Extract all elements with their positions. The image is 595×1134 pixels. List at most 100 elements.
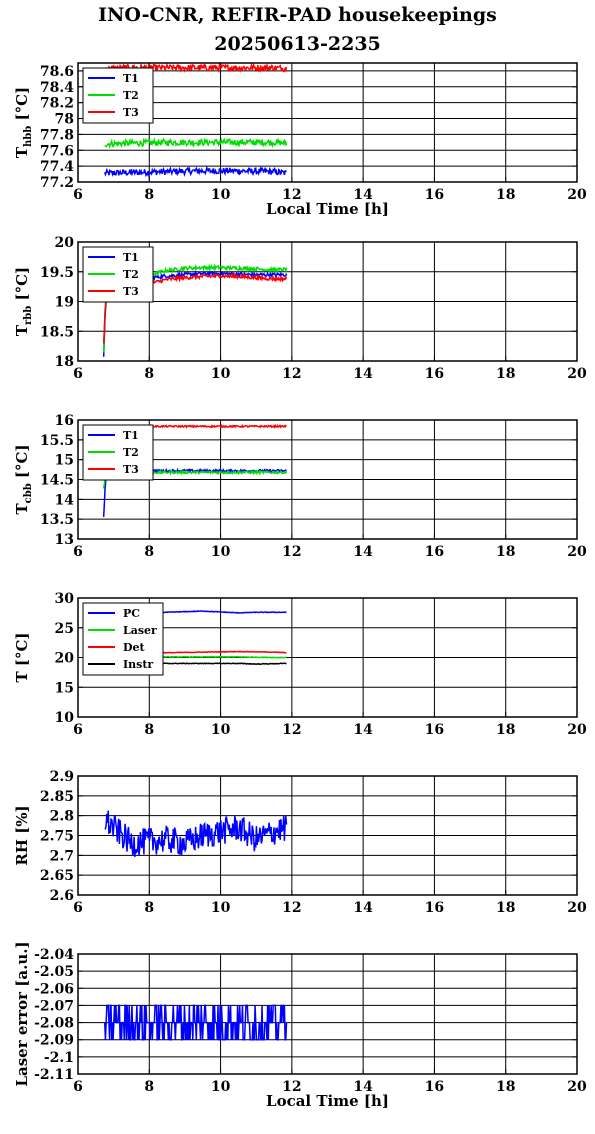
y-tick-label: 14.5	[40, 473, 74, 489]
y-axis-label: Laser error [a.u.]	[13, 941, 31, 1086]
series-line-data	[104, 810, 288, 857]
x-tick-label: 14	[353, 187, 373, 203]
legend-label-t2: T2	[123, 446, 139, 459]
chart-title: INO-CNR, REFIR-PAD housekeepings	[98, 4, 497, 26]
y-tick-label: -2.11	[34, 1067, 74, 1083]
y-tick-label: 2.85	[40, 789, 74, 805]
legend: T1 T2 T3	[82, 424, 154, 481]
legend-label-t2: T2	[123, 89, 139, 102]
x-tick-label: 20	[567, 366, 587, 382]
legend-label-t1: T1	[123, 251, 139, 264]
x-tick-label: 8	[144, 722, 154, 738]
y-tick-label: 78.4	[40, 80, 74, 96]
legend-label-det: Det	[123, 641, 146, 654]
y-tick-label: 2.65	[40, 868, 74, 884]
y-tick-label: -2.1	[44, 1050, 74, 1066]
legend-label-t3: T3	[123, 285, 139, 298]
x-tick-label: 8	[144, 900, 154, 916]
series-line-t1	[104, 165, 287, 179]
x-tick-label: 20	[567, 544, 587, 560]
legend: T1 T2 T3	[82, 67, 154, 124]
x-tick-label: 8	[144, 366, 154, 382]
y-tick-label: 77.2	[40, 175, 74, 191]
x-tick-label: 12	[282, 544, 301, 560]
x-tick-label: 18	[496, 187, 515, 203]
y-tick-label: 77.6	[40, 143, 74, 159]
x-tick-label: 6	[73, 1079, 83, 1095]
legend-label-t2: T2	[123, 268, 139, 281]
y-tick-label: 20	[55, 651, 75, 667]
x-tick-label: 10	[211, 187, 231, 203]
x-tick-label: 16	[425, 544, 444, 560]
x-tick-label: 18	[496, 722, 515, 738]
x-tick-label: 8	[144, 1079, 154, 1095]
x-tick-label: 6	[73, 366, 83, 382]
x-tick-label: 8	[144, 187, 154, 203]
x-tick-label: 12	[282, 366, 301, 382]
y-tick-label: -2.04	[34, 947, 74, 963]
x-tick-label: 6	[73, 900, 83, 916]
y-tick-label: 18	[55, 354, 74, 370]
y-tick-label: -2.07	[34, 998, 74, 1014]
legend-label-t3: T3	[123, 106, 139, 119]
x-tick-label: 10	[211, 544, 231, 560]
plot-frame	[77, 953, 578, 1075]
y-tick-label: 15	[55, 453, 74, 469]
x-axis-label: Local Time [h]	[266, 200, 389, 218]
x-tick-label: 16	[425, 722, 444, 738]
x-axis-label: Local Time [h]	[266, 1092, 389, 1110]
y-tick-label: 2.8	[50, 809, 74, 825]
x-tick-label: 10	[211, 900, 231, 916]
y-tick-label: 15	[55, 680, 74, 696]
x-tick-label: 20	[567, 900, 587, 916]
chart-panel-5: 6 8 10 12 14 16 18 20 2.6 2.65 2.7 2.75 2.8 2.85 2.9 RH…	[13, 769, 587, 916]
legend-label-instr: Instr	[123, 658, 153, 671]
legend-label-t1: T1	[123, 429, 139, 442]
x-tick-label: 8	[144, 544, 154, 560]
x-tick-label: 16	[425, 900, 444, 916]
y-tick-label: 2.75	[40, 829, 74, 845]
x-tick-label: 20	[567, 187, 587, 203]
x-tick-label: 18	[496, 366, 515, 382]
legend-label-laser: Laser	[123, 624, 157, 637]
y-tick-label: 15.5	[40, 433, 74, 449]
chart-panel-6: 6 8 10 12 14 16 18 20-2.11-2.1-2.09-2.08-2.07-2…	[13, 941, 587, 1110]
x-tick-label: 10	[211, 1079, 231, 1095]
y-axis-label: Tcbb [°C]	[13, 444, 34, 514]
x-tick-label: 16	[425, 366, 444, 382]
y-tick-label: 20	[55, 235, 75, 251]
chart-panel-1: 6 8 10 12 14 16 18 20 77.277.477.677.87878.278.4…	[13, 61, 587, 218]
y-tick-label: 78.2	[40, 96, 74, 112]
x-tick-label: 12	[282, 1079, 301, 1095]
chart-panel-4: 6 8 10 12 14 16 18 20 10 15 20 25 30 T [°C] PC Laser Det…	[13, 591, 587, 738]
x-tick-label: 10	[211, 722, 231, 738]
x-tick-label: 14	[353, 544, 373, 560]
x-tick-label: 18	[496, 900, 515, 916]
y-tick-label: -2.06	[34, 981, 74, 997]
x-tick-label: 12	[282, 900, 301, 916]
x-tick-label: 6	[73, 722, 83, 738]
y-tick-label: 18.5	[40, 324, 74, 340]
y-axis-label: RH [%]	[13, 805, 31, 865]
y-tick-label: 13.5	[40, 512, 74, 528]
x-tick-label: 6	[73, 187, 83, 203]
x-tick-label: 14	[353, 1079, 373, 1095]
x-tick-label: 10	[211, 366, 231, 382]
y-tick-label: 16	[55, 413, 74, 429]
y-tick-label: 78	[55, 112, 74, 128]
legend-label-pc: PC	[123, 607, 140, 620]
x-tick-label: 16	[425, 187, 444, 203]
x-tick-label: 18	[496, 544, 515, 560]
chart-subtitle: 20250613-2235	[214, 33, 381, 55]
y-tick-label: -2.05	[34, 964, 74, 980]
y-axis-label: Trbb [°C]	[13, 267, 34, 336]
y-tick-label: 2.9	[50, 769, 74, 785]
legend: T1 T2 T3	[82, 246, 154, 303]
x-tick-label: 14	[353, 366, 373, 382]
y-tick-label: -2.08	[34, 1016, 74, 1032]
chart-panel-3: 6 8 10 12 14 16 18 20 13 13.5 14 14.5 15 15.5 16 Tcbb […	[13, 413, 587, 560]
y-tick-label: 25	[55, 621, 74, 637]
y-tick-label: 19	[55, 295, 74, 311]
